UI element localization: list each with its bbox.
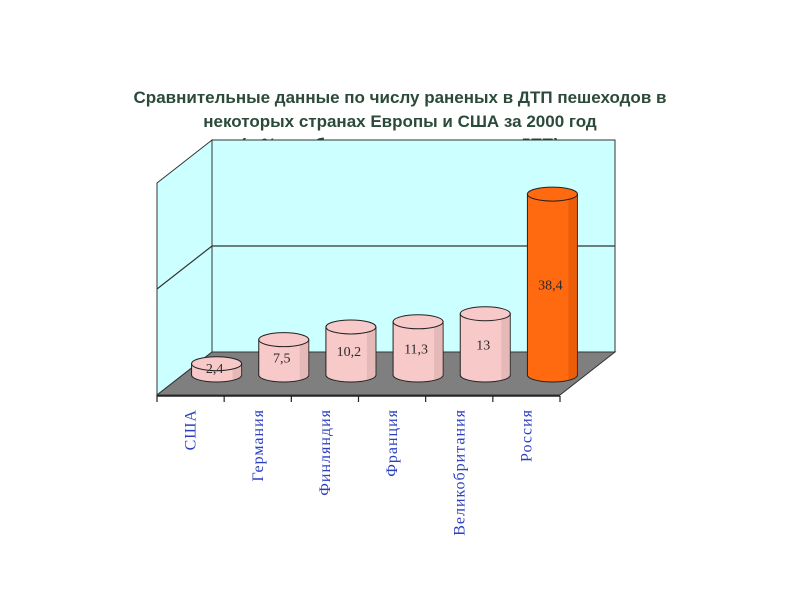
bar-shade — [299, 339, 309, 380]
data-label: 13 — [476, 338, 490, 353]
data-label: 38,4 — [538, 279, 563, 294]
bar-top — [526, 186, 578, 202]
bar-body — [459, 313, 511, 383]
bar-2: 7,5 — [258, 332, 310, 383]
bar-shade — [501, 313, 511, 380]
data-label: 2,4 — [206, 362, 224, 377]
data-label: 7,5 — [273, 351, 291, 366]
title-line-1: Сравнительные данные по числу раненых в … — [133, 88, 667, 107]
bar-body — [258, 339, 310, 383]
x-axis: США Германия Финляндия Франция Великобритани… — [156, 395, 561, 536]
category-label: Великобритания — [451, 409, 468, 536]
category-label: Россия — [518, 409, 535, 462]
chart-title: Сравнительные данные по числу раненых в … — [60, 86, 740, 142]
bar-body — [526, 193, 578, 383]
bar-6: 38,4 — [526, 186, 578, 383]
bar-1: 2,4 — [191, 356, 243, 383]
bar-5: 13 — [459, 306, 511, 383]
bar-shade — [568, 194, 578, 380]
title-line-3: (в % от общего числа раненых в ДТП) — [60, 134, 740, 142]
bar-top — [191, 356, 243, 372]
bar-top — [258, 332, 310, 348]
bar-top — [392, 314, 444, 330]
bar-shade — [366, 326, 376, 380]
bar-4: 11,3 — [392, 314, 444, 383]
data-label: 10,2 — [337, 345, 362, 360]
title-line-2: некоторых странах Европы и США за 2000 г… — [203, 112, 597, 131]
bar-3: 10,2 — [325, 319, 377, 383]
category-label: Финляндия — [317, 409, 334, 496]
category-label: Германия — [250, 409, 267, 482]
category-label: США — [183, 409, 200, 450]
gridline — [156, 245, 615, 290]
category-label: Франция — [384, 409, 401, 477]
bar-top — [325, 319, 377, 335]
data-label: 11,3 — [404, 342, 428, 357]
bar-shade — [434, 321, 444, 380]
chart-bars: 2,4 7,5 10,2 11,3 13 38,4 — [191, 186, 578, 383]
bar-top — [459, 306, 511, 322]
bar-body — [325, 326, 377, 383]
bar-body — [392, 321, 444, 383]
